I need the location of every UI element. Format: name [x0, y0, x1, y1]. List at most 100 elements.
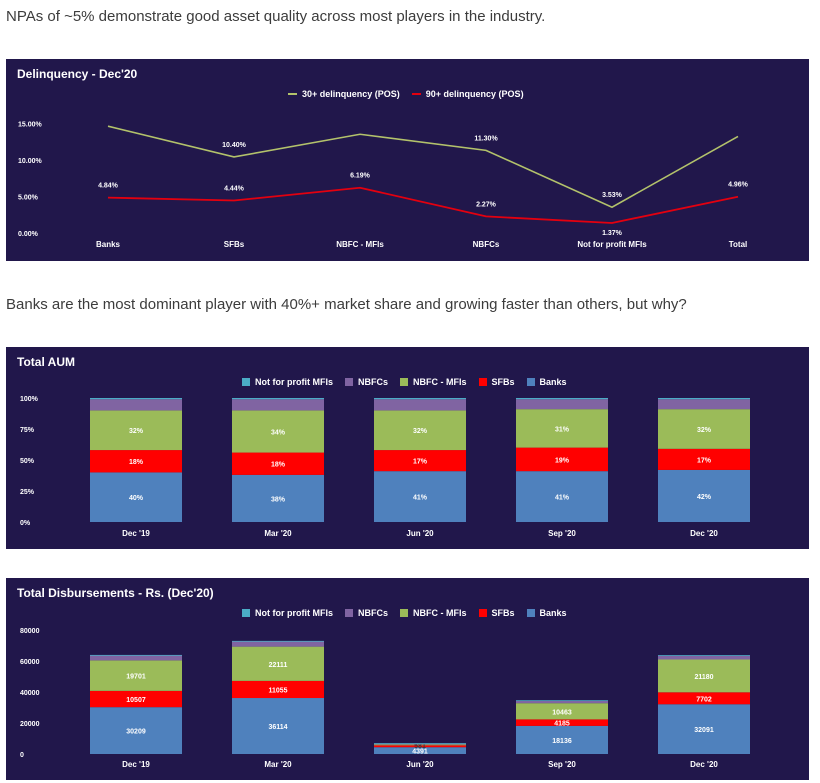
disb-data-label-sfbs: 4185 — [554, 721, 570, 728]
delinq-xtick-label-not-for-profit-mfis: Not for profit MFIs — [577, 240, 647, 249]
disb-bar-sfbs-dec-19 — [90, 690, 182, 708]
aum-legend-not-for-profit: Not for profit MFIs — [242, 377, 333, 387]
legend-90plus: 90+ delinquency (POS) — [411, 89, 524, 99]
aum-legend-banks-label: Banks — [539, 377, 567, 387]
aum-data-label-banks: 41% — [555, 495, 570, 502]
aum-legend-nbfc-mfis-swatch — [400, 378, 409, 386]
disbursements-legend: Not for profit MFIs NBFCs NBFC - MFIs SF… — [242, 608, 567, 618]
disbursements-chart-title: Total Disbursements - Rs. (Dec'20) — [17, 586, 214, 600]
aum-bar-sfbs-jun-20 — [374, 450, 466, 472]
legend-90plus-swatch — [411, 93, 421, 95]
aum-bar-nbfcs-mar-20 — [232, 399, 324, 411]
disb-data-label-banks: 32091 — [694, 727, 714, 734]
aum-legend-nbfc-mfis: NBFC - MFIs — [400, 377, 467, 387]
aum-data-label-banks: 38% — [271, 496, 286, 503]
disb-data-label-banks: 36114 — [268, 724, 287, 731]
disb-bar-banks-jun-20 — [374, 747, 466, 754]
delinq-ytick-label: 5.00% — [18, 194, 39, 201]
aum-bar-sfbs-dec-20 — [658, 448, 750, 470]
aum-xtick-label-jun-20: Jun '20 — [406, 529, 434, 538]
delinq-90plus-data-label: 6.19% — [350, 173, 371, 180]
disb-xtick-label-jun-20: Jun '20 — [406, 760, 434, 769]
disb-bar-nbfc-mfis-mar-20 — [232, 646, 324, 681]
disb-bar-nbfcs-dec-19 — [90, 655, 182, 661]
disb-legend-nbfc-mfis-swatch — [400, 609, 409, 617]
disb-ytick-label: 80000 — [20, 628, 40, 635]
disb-bar-not-for-profit-mfis-sep-20 — [516, 700, 608, 702]
aum-legend-banks-swatch — [526, 378, 535, 386]
disb-xtick-label-mar-20: Mar '20 — [264, 760, 292, 769]
delinq-ytick-label: 10.00% — [18, 158, 43, 165]
aum-bar-banks-mar-20 — [232, 474, 324, 522]
disb-bar-not-for-profit-mfis-dec-20 — [658, 655, 750, 656]
delinquency-chart-title: Delinquency - Dec'20 — [17, 67, 138, 81]
aum-bar-banks-dec-20 — [658, 469, 750, 522]
aum-legend-sfbs-label: SFBs — [491, 377, 515, 387]
aum-data-label-sfbs: 19% — [555, 457, 570, 464]
aum-bar-sfbs-dec-19 — [90, 450, 182, 473]
delinq-xtick-label-banks: Banks — [96, 240, 121, 249]
disb-ytick-label: 60000 — [20, 659, 40, 666]
delinq-30plus-data-label: 3.53% — [602, 192, 623, 199]
disb-bar-nbfc-mfis-dec-20 — [658, 659, 750, 693]
disb-data-label-banks: 18136 — [552, 738, 572, 745]
aum-legend-nbfcs-swatch — [345, 378, 353, 386]
disb-xtick-label-sep-20: Sep '20 — [548, 760, 576, 769]
aum-bar-not-for-profit-mfis-jun-20 — [374, 398, 466, 400]
aum-bar-nbfcs-sep-20 — [516, 399, 608, 410]
aum-ytick-label: 100% — [20, 396, 39, 403]
aum-legend-nbfc-mfis-label: NBFC - MFIs — [413, 377, 467, 387]
aum-bar-nbfcs-jun-20 — [374, 399, 466, 411]
delinquency-chart-svg: 0.00% 5.00% 10.00% 15.00% Banks SFBs NBFC - MF… — [18, 121, 749, 249]
aum-bar-banks-dec-19 — [90, 472, 182, 522]
disb-legend-not-for-profit: Not for profit MFIs — [242, 608, 333, 618]
disb-data-label-banks: 30209 — [126, 729, 146, 736]
aum-bar-nbfc-mfis-mar-20 — [232, 410, 324, 453]
aum-data-label-sfbs: 17% — [413, 459, 428, 466]
aum-data-label-banks: 41% — [413, 495, 428, 502]
disb-xtick-label-dec-20: Dec '20 — [690, 760, 718, 769]
disb-data-label-nbfc-mfis: 581 — [414, 743, 426, 750]
disb-bar-nbfcs-dec-20 — [658, 655, 750, 660]
disb-bar-nbfcs-mar-20 — [232, 641, 324, 647]
aum-bar-not-for-profit-mfis-dec-19 — [90, 398, 182, 400]
market-share-caption: Banks are the most dominant player with … — [6, 296, 687, 313]
disb-bar-sfbs-mar-20 — [232, 680, 324, 699]
aum-data-label-banks: 42% — [697, 494, 712, 501]
delinq-90plus-data-label: 4.96% — [728, 182, 749, 189]
disb-legend-nbfc-mfis: NBFC - MFIs — [400, 608, 467, 618]
delinquency-chart-panel: Delinquency - Dec'20 30+ delinquency (PO… — [6, 59, 809, 261]
delinquency-legend: 30+ delinquency (POS) 90+ delinquency (P… — [288, 89, 524, 99]
delinq-xtick-label-nbfcs: NBFCs — [473, 240, 500, 249]
aum-xtick-label-sep-20: Sep '20 — [548, 529, 576, 538]
legend-90plus-label: 90+ delinquency (POS) — [425, 89, 524, 99]
disb-ytick-label: 40000 — [20, 690, 40, 697]
delinq-90plus-data-label: 1.37% — [602, 230, 623, 237]
disbursements-chart-panel: Total Disbursements - Rs. (Dec'20) Not f… — [6, 578, 809, 780]
aum-bar-sfbs-sep-20 — [516, 447, 608, 472]
aum-bar-not-for-profit-mfis-dec-20 — [658, 398, 750, 400]
aum-legend-not-for-profit-swatch — [242, 378, 250, 386]
aum-data-label-nbfc-mfis: 34% — [271, 429, 286, 436]
aum-data-label-sfbs: 18% — [129, 459, 144, 466]
aum-bar-nbfc-mfis-dec-20 — [658, 409, 750, 449]
disb-bar-not-for-profit-mfis-mar-20 — [232, 640, 324, 642]
aum-legend-banks: Banks — [526, 377, 567, 387]
disb-bar-sfbs-sep-20 — [516, 719, 608, 726]
aum-bar-nbfc-mfis-jun-20 — [374, 410, 466, 451]
disb-legend-nbfcs-label: NBFCs — [358, 608, 389, 618]
disb-data-label-sfbs: 10507 — [126, 697, 146, 704]
disb-bar-nbfc-mfis-dec-19 — [90, 660, 182, 691]
disb-bar-banks-dec-20 — [658, 704, 750, 754]
disb-data-label-banks: 4391 — [412, 749, 428, 756]
delinq-xtick-label-total: Total — [729, 240, 748, 249]
aum-bar-nbfc-mfis-sep-20 — [516, 409, 608, 448]
delinq-xtick-label-sfbs: SFBs — [224, 240, 245, 249]
disb-bar-not-for-profit-mfis-dec-19 — [90, 654, 182, 656]
aum-data-label-nbfc-mfis: 32% — [697, 427, 712, 434]
legend-30plus: 30+ delinquency (POS) — [288, 89, 400, 99]
disb-data-label-nbfc-mfis: 22111 — [269, 662, 288, 669]
delinq-ytick-label: 0.00% — [18, 231, 39, 238]
disb-xtick-label-dec-19: Dec '19 — [122, 760, 150, 769]
aum-xtick-label-dec-20: Dec '20 — [690, 529, 718, 538]
